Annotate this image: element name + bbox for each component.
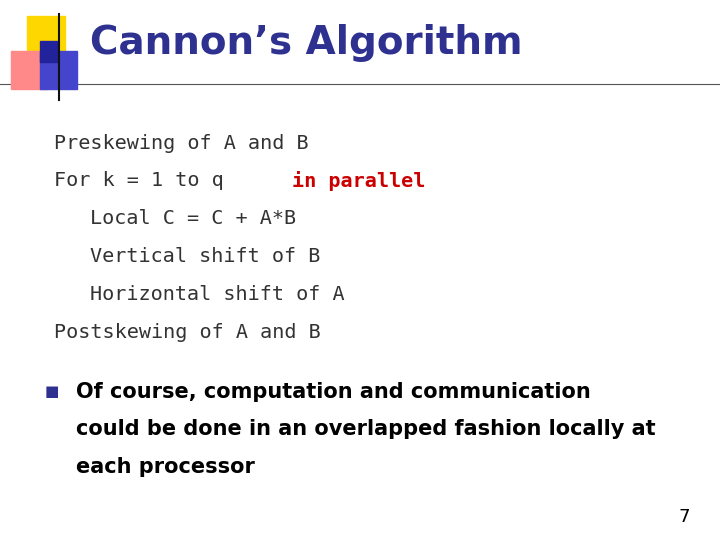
Text: For k = 1 to q: For k = 1 to q — [54, 171, 248, 191]
Text: Horizontal shift of A: Horizontal shift of A — [90, 285, 345, 304]
Text: Of course, computation and communication: Of course, computation and communication — [76, 381, 590, 402]
Bar — [27, 16, 65, 62]
Bar — [11, 51, 48, 89]
Text: ■: ■ — [45, 384, 59, 399]
Text: Vertical shift of B: Vertical shift of B — [90, 247, 320, 266]
Text: Postskewing of A and B: Postskewing of A and B — [54, 322, 320, 342]
Bar — [40, 51, 77, 89]
Text: Local C = C + A*B: Local C = C + A*B — [90, 209, 296, 228]
Text: in parallel: in parallel — [292, 171, 425, 191]
Bar — [40, 40, 58, 62]
Text: each processor: each processor — [76, 457, 254, 477]
Text: could be done in an overlapped fashion locally at: could be done in an overlapped fashion l… — [76, 419, 655, 440]
Text: Cannon’s Algorithm: Cannon’s Algorithm — [90, 24, 523, 62]
Text: Preskewing of A and B: Preskewing of A and B — [54, 133, 309, 153]
Text: 7: 7 — [678, 509, 690, 526]
